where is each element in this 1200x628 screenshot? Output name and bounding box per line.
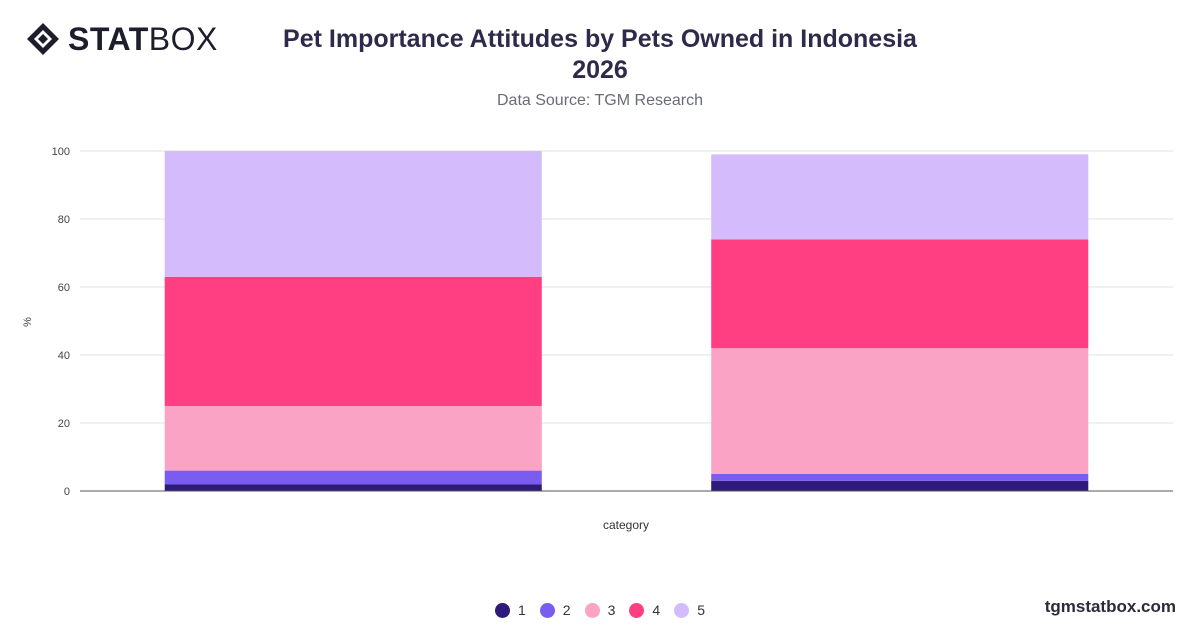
legend: 1 2 3 4 5: [0, 602, 1200, 618]
site-url: tgmstatbox.com: [1044, 597, 1176, 616]
legend-marker: [495, 602, 510, 618]
logo-wordmark-light: BOX: [148, 21, 218, 57]
logo-wordmark: STATBOX: [68, 22, 218, 56]
diamond-logo-icon: [27, 23, 59, 55]
legend-label: 2: [562, 602, 571, 618]
bar-segment-series-5-category-1: [164, 151, 542, 277]
bar-segment-series-2-category-1: [164, 470, 542, 485]
bar-segment-series-4-category-1: [164, 276, 542, 406]
legend-item-2[interactable]: 2: [539, 602, 571, 618]
legend-label: 1: [518, 602, 526, 618]
legend-marker: [539, 602, 555, 618]
y-tick-label: 100: [52, 146, 70, 158]
legend-item-4[interactable]: 4: [629, 602, 660, 618]
y-tick-label: 40: [58, 350, 70, 362]
legend-marker: [629, 602, 645, 618]
y-tick-label: 20: [58, 418, 70, 430]
chart-title: Pet Importance Attitudes by Pets Owned i…: [250, 24, 950, 86]
legend-label: 4: [652, 602, 661, 618]
legend-marker: [674, 602, 690, 618]
bar-segment-series-4-category-2: [711, 239, 1089, 349]
legend-label: 3: [607, 602, 616, 618]
bar-segment-series-5-category-2: [711, 154, 1089, 240]
y-tick-label: 60: [58, 282, 70, 294]
legend-item-5[interactable]: 5: [674, 602, 705, 618]
bar-segment-series-3-category-2: [711, 348, 1089, 474]
y-tick-label: 80: [58, 214, 70, 226]
bar-segment-series-2-category-2: [711, 474, 1089, 481]
x-axis-label: category: [603, 518, 649, 532]
legend-label: 5: [697, 602, 705, 618]
data-source: Data Source: TGM Research: [496, 92, 703, 109]
chart-title-line2: 2026: [572, 56, 628, 84]
statbox-logo: STATBOX: [26, 22, 218, 56]
legend-item-3[interactable]: 3: [584, 602, 616, 618]
bars: [164, 151, 1089, 491]
chart-title-line1: Pet Importance Attitudes by Pets Owned i…: [283, 25, 917, 53]
legend-marker: [584, 602, 600, 618]
logo-wordmark-bold: STAT: [68, 21, 149, 57]
bar-segment-series-1-category-2: [711, 480, 1089, 491]
y-tick-label: 0: [64, 486, 70, 498]
legend-item-1[interactable]: 1: [495, 602, 526, 618]
y-axis-label: %: [22, 317, 34, 327]
bar-segment-series-3-category-1: [164, 406, 542, 471]
y-tick-labels: 0 20 40 60 80 100: [52, 146, 70, 498]
bar-segment-series-1-category-1: [164, 484, 542, 491]
